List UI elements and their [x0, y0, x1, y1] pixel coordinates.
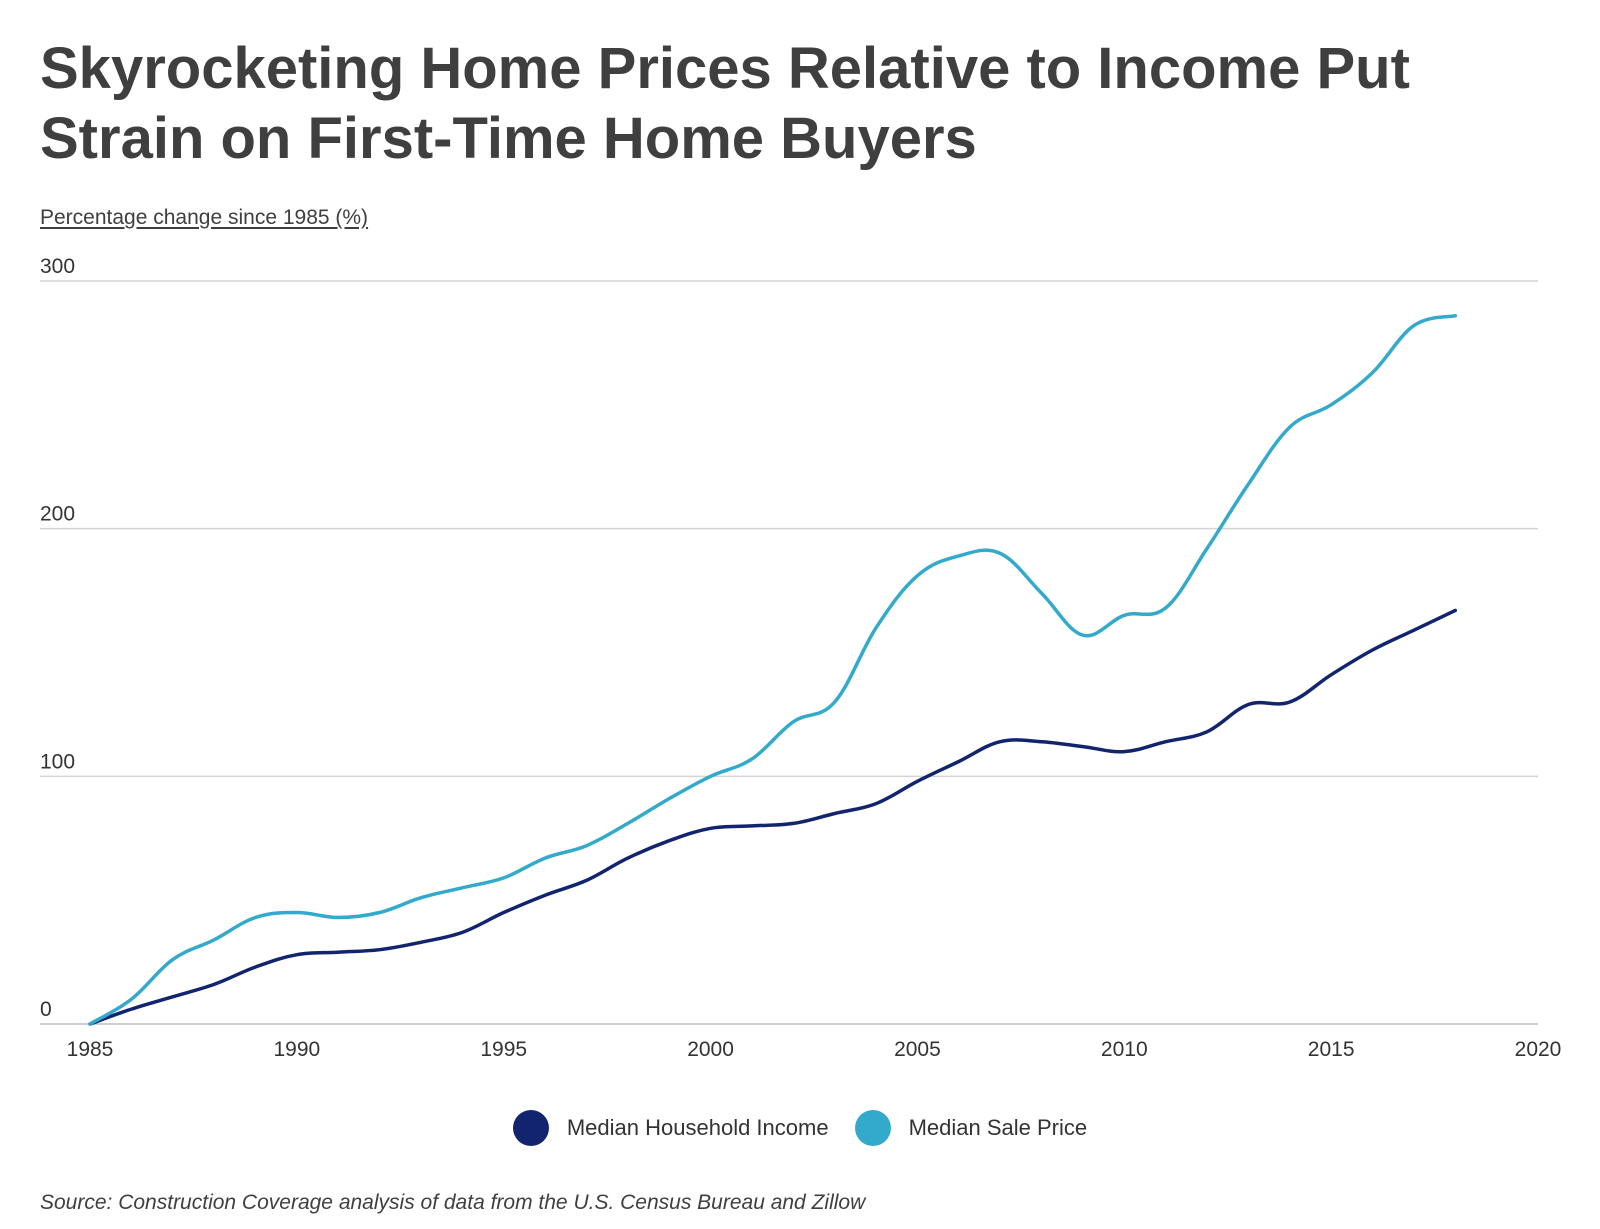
- y-tick-label: 0: [40, 998, 52, 1021]
- legend: Median Household Income Median Sale Pric…: [0, 1110, 1600, 1146]
- source-note: Source: Construction Coverage analysis o…: [40, 1191, 866, 1214]
- y-axis-ticks: 0 100 200 300: [40, 255, 75, 1021]
- x-tick-label: 2005: [894, 1038, 941, 1061]
- x-tick-label: 1985: [67, 1038, 114, 1061]
- y-tick-label: 200: [40, 503, 75, 526]
- x-tick-label: 2015: [1308, 1038, 1355, 1061]
- x-axis-ticks: 1985 1990 1995 2000 2005 2010 2015 2020: [67, 1038, 1562, 1061]
- gridlines: [40, 280, 1538, 1025]
- series-line-price: [88, 313, 1458, 1026]
- y-tick-label: 300: [40, 255, 75, 278]
- x-tick-label: 1990: [273, 1038, 320, 1061]
- x-tick-label: 2000: [687, 1038, 734, 1061]
- legend-label-price: Median Sale Price: [908, 1115, 1088, 1140]
- series-lines: [88, 313, 1458, 1026]
- x-tick-label: 2010: [1101, 1038, 1148, 1061]
- line-chart: 0 100 200 300 1985 1990 1995 2000 2005 2010 2015 2…: [40, 255, 1562, 1061]
- legend-item-income[interactable]: Median Household Income: [512, 1110, 829, 1146]
- x-tick-label: 2020: [1515, 1038, 1562, 1061]
- chart-title: Skyrocketing Home Prices Relative to Inc…: [40, 36, 1410, 171]
- legend-label-income: Median Household Income: [566, 1115, 829, 1140]
- x-tick-label: 1995: [480, 1038, 527, 1061]
- legend-item-price[interactable]: Median Sale Price: [854, 1110, 1088, 1146]
- y-axis-label: Percentage change since 1985 (%): [40, 206, 369, 229]
- y-tick-label: 100: [40, 750, 75, 773]
- series-line-income: [88, 608, 1458, 1026]
- legend-swatch-income: [512, 1110, 549, 1146]
- legend-swatch-price: [854, 1110, 891, 1146]
